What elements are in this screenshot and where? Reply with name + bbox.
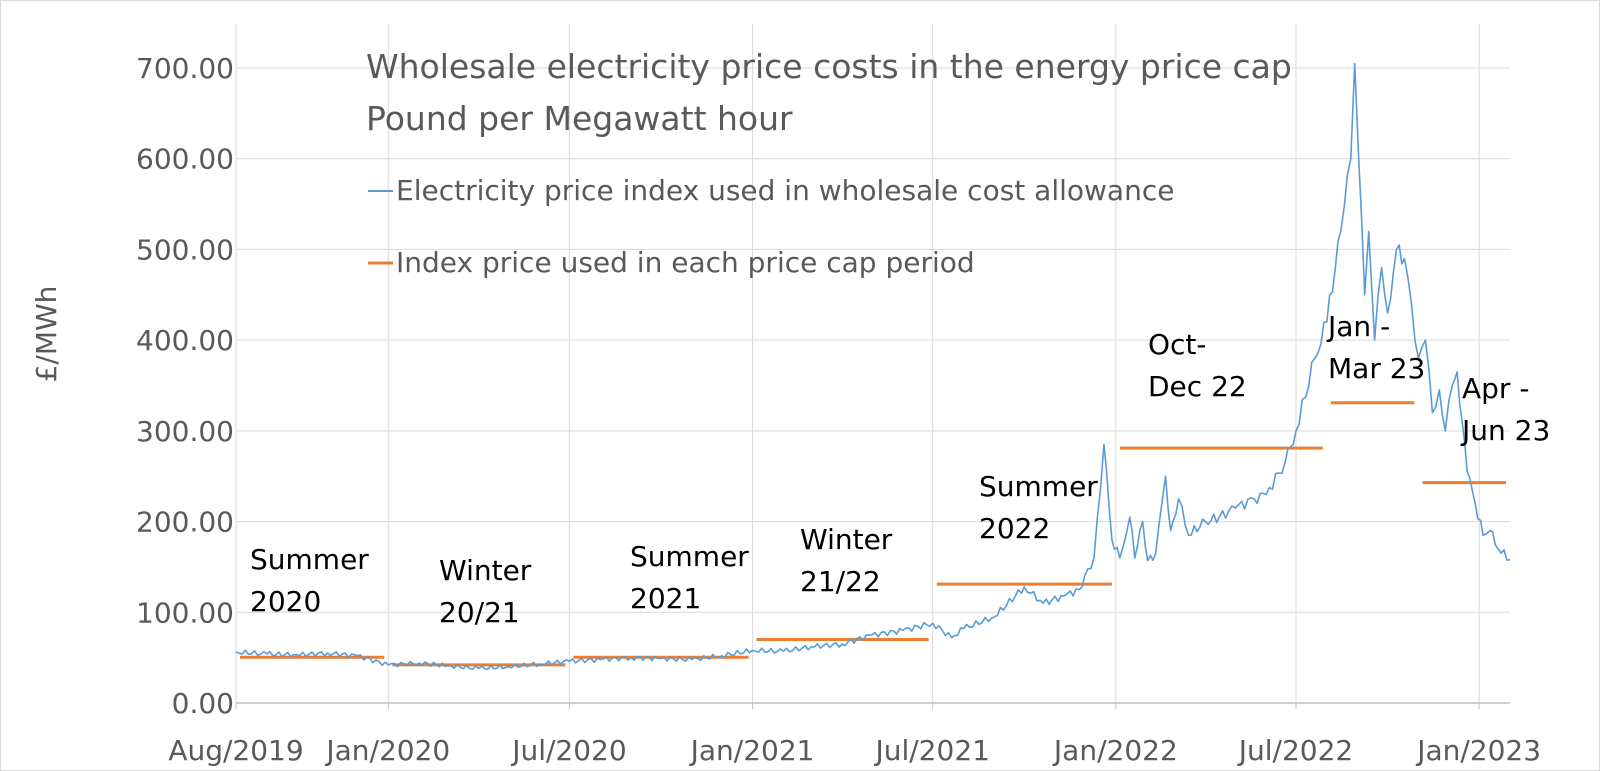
price-index-line xyxy=(235,62,1511,671)
y-tick-label: 200.00 xyxy=(136,506,234,539)
period-label: Oct-Dec 22 xyxy=(1148,328,1247,403)
y-tick-label: 600.00 xyxy=(136,143,234,176)
legend-label-cap: Index price used in each price cap perio… xyxy=(396,246,975,279)
period-label: Summer 2020 xyxy=(250,543,369,618)
x-tick-label: Jan/2020 xyxy=(324,734,450,767)
annotation-layer: Summer 2020 Winter 20/21 Summer 2021 Winter 21/… xyxy=(250,310,1550,629)
y-axis-title: £/MWh xyxy=(30,286,63,383)
period-label: Winter 20/21 xyxy=(439,554,532,629)
title-layer: Wholesale electricity price costs in the… xyxy=(366,47,1292,138)
period-label: Winter 21/22 xyxy=(800,523,893,598)
x-tick-label: Jan/2021 xyxy=(689,734,815,767)
chart-title: Wholesale electricity price costs in the… xyxy=(366,47,1292,86)
period-label: Summer 2022 xyxy=(979,470,1098,545)
x-tick-label: Jul/2021 xyxy=(873,734,989,767)
x-tick-label: Jul/2022 xyxy=(1237,734,1353,767)
period-label: Jan -Mar 23 xyxy=(1326,310,1425,385)
period-label: Apr -Jun 23 xyxy=(1460,372,1550,447)
period-label: Summer 2021 xyxy=(630,540,749,615)
y-tick-label: 400.00 xyxy=(136,324,234,357)
y-tick-label: 100.00 xyxy=(136,596,234,629)
y-tick-label: 500.00 xyxy=(136,233,234,266)
y-tick-label: 0.00 xyxy=(172,687,234,720)
chart-subtitle: Pound per Megawatt hour xyxy=(366,99,793,138)
axis-layer: 0.00 100.00 200.00 300.00 400.00 500.00 600.00… xyxy=(136,52,1541,767)
legend: Electricity price index used in wholesal… xyxy=(368,174,1174,279)
x-tick-label: Aug/2019 xyxy=(168,734,303,767)
grid-layer xyxy=(235,24,1510,704)
legend-label-index: Electricity price index used in wholesal… xyxy=(396,174,1174,207)
x-tick-label: Jul/2020 xyxy=(510,734,626,767)
y-tick-label: 300.00 xyxy=(136,415,234,448)
x-tick-label: Jan/2023 xyxy=(1415,734,1541,767)
y-tick-label: 700.00 xyxy=(136,52,234,85)
x-tick-label: Jan/2022 xyxy=(1052,734,1178,767)
series-layer xyxy=(235,62,1511,671)
